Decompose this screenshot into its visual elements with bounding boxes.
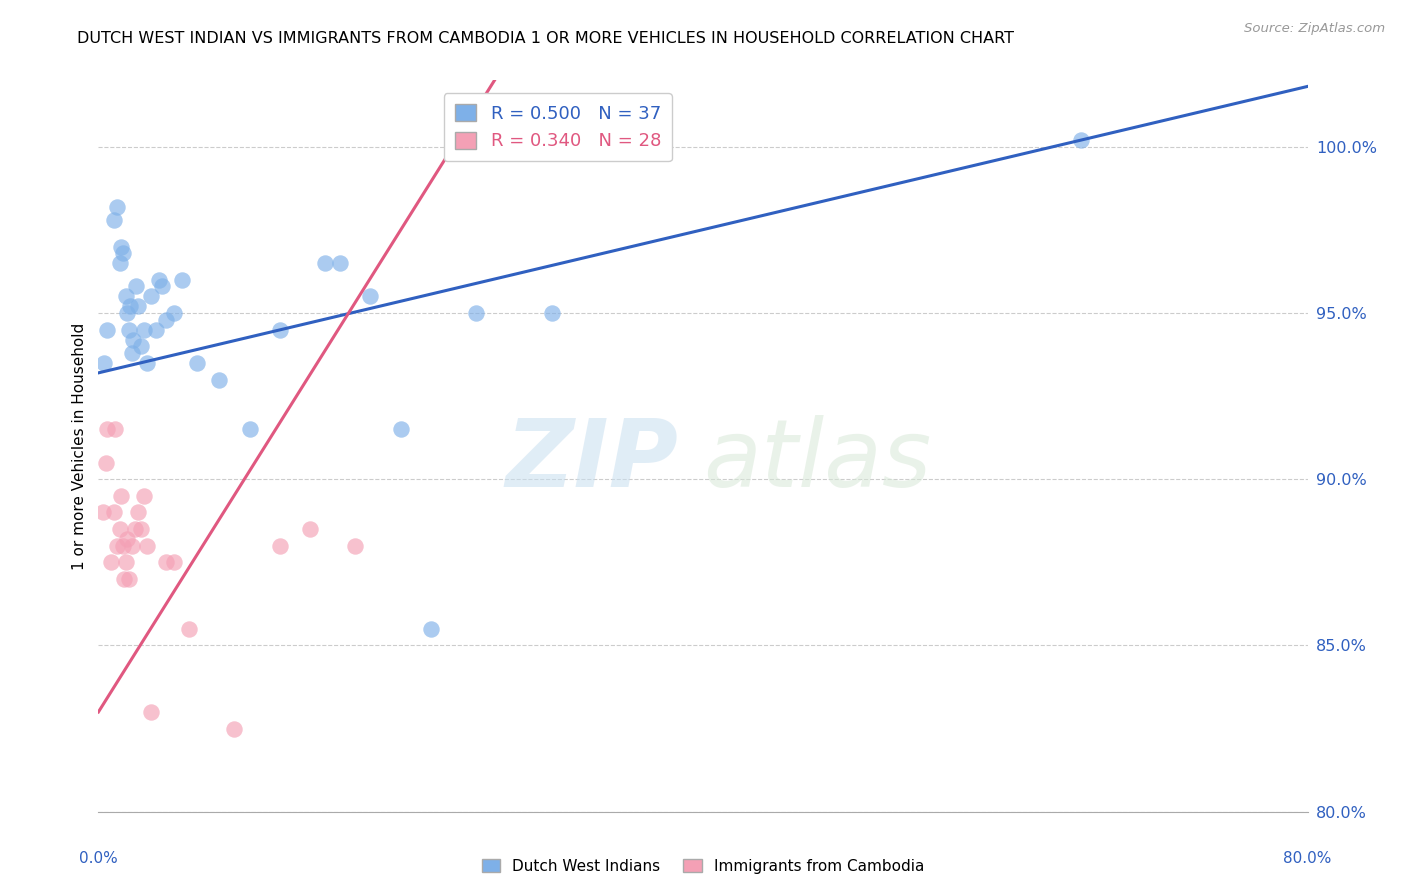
Text: Source: ZipAtlas.com: Source: ZipAtlas.com	[1244, 22, 1385, 36]
Point	[155, 555, 177, 569]
Point	[122, 333, 145, 347]
Point	[224, 722, 246, 736]
Point	[132, 323, 155, 337]
Point	[96, 422, 118, 436]
Point	[114, 555, 136, 569]
Point	[121, 539, 143, 553]
Point	[239, 422, 262, 436]
Point	[121, 346, 143, 360]
Point	[1070, 133, 1092, 147]
Point	[105, 200, 128, 214]
Point	[120, 299, 142, 313]
Point	[114, 289, 136, 303]
Point	[314, 256, 336, 270]
Point	[420, 622, 443, 636]
Point	[299, 522, 322, 536]
Point	[93, 356, 115, 370]
Point	[170, 273, 193, 287]
Point	[111, 539, 134, 553]
Point	[103, 506, 125, 520]
Point	[135, 539, 157, 553]
Legend: Dutch West Indians, Immigrants from Cambodia: Dutch West Indians, Immigrants from Camb…	[475, 853, 931, 880]
Point	[179, 622, 201, 636]
Point	[155, 312, 177, 326]
Point	[208, 372, 231, 386]
Point	[118, 572, 141, 586]
Point	[129, 339, 152, 353]
Y-axis label: 1 or more Vehicles in Household: 1 or more Vehicles in Household	[72, 322, 87, 570]
Point	[108, 256, 131, 270]
Point	[148, 273, 170, 287]
Point	[344, 539, 367, 553]
Point	[329, 256, 352, 270]
Point	[186, 356, 208, 370]
Point	[135, 356, 157, 370]
Point	[96, 323, 118, 337]
Point	[127, 299, 149, 313]
Point	[111, 246, 134, 260]
Point	[145, 323, 167, 337]
Point	[100, 555, 122, 569]
Point	[127, 506, 149, 520]
Point	[150, 279, 173, 293]
Point	[125, 279, 148, 293]
Point	[269, 539, 291, 553]
Point	[269, 323, 291, 337]
Point	[132, 489, 155, 503]
Point	[124, 522, 146, 536]
Point	[108, 522, 131, 536]
Text: 0.0%: 0.0%	[79, 851, 118, 865]
Point	[163, 555, 186, 569]
Point	[389, 422, 412, 436]
Point	[110, 489, 132, 503]
Text: DUTCH WEST INDIAN VS IMMIGRANTS FROM CAMBODIA 1 OR MORE VEHICLES IN HOUSEHOLD CO: DUTCH WEST INDIAN VS IMMIGRANTS FROM CAM…	[77, 31, 1014, 46]
Point	[110, 239, 132, 253]
Point	[141, 289, 163, 303]
Point	[105, 539, 128, 553]
Legend: R = 0.500   N = 37, R = 0.340   N = 28: R = 0.500 N = 37, R = 0.340 N = 28	[444, 93, 672, 161]
Point	[94, 456, 117, 470]
Point	[91, 506, 114, 520]
Point	[115, 532, 138, 546]
Point	[163, 306, 186, 320]
Text: 80.0%: 80.0%	[1284, 851, 1331, 865]
Text: atlas: atlas	[703, 415, 931, 506]
Point	[465, 306, 488, 320]
Point	[141, 705, 163, 719]
Point	[360, 289, 382, 303]
Point	[103, 213, 125, 227]
Point	[118, 323, 141, 337]
Point	[540, 306, 562, 320]
Point	[129, 522, 152, 536]
Text: ZIP: ZIP	[506, 415, 679, 507]
Point	[115, 306, 138, 320]
Point	[104, 422, 127, 436]
Point	[112, 572, 135, 586]
